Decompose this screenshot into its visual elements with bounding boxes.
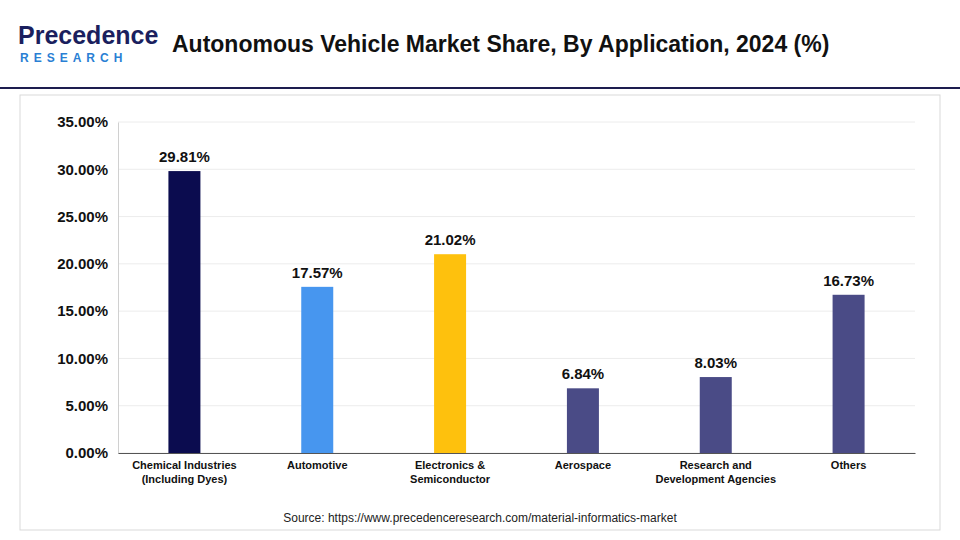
data-label: 6.84% [562,365,605,382]
y-axis: 0.00% 5.00% 10.00% 15.00% 20.00% 25.00% 30.00%… [57,113,118,461]
x-tick: Chemical Industries (Including Dyes) [132,453,237,485]
header-bg [0,0,960,88]
grid-line [118,405,915,406]
grid-line [118,358,915,359]
x-tick: Others [831,453,866,471]
chart-svg: Precedence RESEARCH Autonomous Vehicle Mar… [0,0,960,540]
bar [833,295,865,453]
x-axis-line [119,453,916,454]
grid-line [118,122,915,123]
x-tick-label-line: Electronics & [415,459,485,471]
x-tick-label-line: Aerospace [555,459,611,471]
x-tick-label: Automotive [287,459,348,471]
chart-title: Autonomous Vehicle Market Share, By Appl… [172,31,829,57]
x-tick-label: Others [831,459,866,471]
x-tick-label: Aerospace [555,459,611,471]
y-tick-label: 10.00% [57,350,108,367]
y-tick: 30.00% [57,161,118,178]
data-label: 21.02% [425,231,476,248]
x-tick-label: Electronics & Semiconductor [410,459,491,485]
grid-line [118,453,915,454]
x-tick-label-line: Chemical Industries [132,459,237,471]
source: Source: https://www.precedenceresearch.c… [283,511,677,525]
x-tick: Electronics & Semiconductor [410,453,491,485]
y-tick-label: 30.00% [57,161,108,178]
bar [567,388,599,453]
x-tick-label-line: (Including Dyes) [142,473,228,485]
data-label: 17.57% [292,264,343,281]
bar [434,254,466,453]
logo-name: Precedence [18,21,158,49]
y-tick: 0.00% [65,444,118,461]
bar [168,171,200,453]
grid-line [118,216,915,217]
y-axis-line [118,123,119,454]
x-tick-label-line: Development Agencies [655,473,776,485]
y-tick-label: 0.00% [65,444,108,461]
y-tick-label: 15.00% [57,302,108,319]
chart-frame [20,95,940,530]
x-tick-label-line: Automotive [287,459,348,471]
logo-sub: RESEARCH [20,51,127,65]
y-tick-label: 35.00% [57,113,108,130]
y-tick: 35.00% [57,113,118,130]
bars [168,171,864,453]
data-label: 29.81% [159,148,210,165]
x-axis: Chemical Industries (Including Dyes) Autom… [119,453,916,485]
x-tick-label: Chemical Industries (Including Dyes) [132,459,237,485]
x-tick: Research and Development Agencies [655,453,776,485]
y-tick: 10.00% [57,350,118,367]
bar [301,287,333,453]
y-tick: 5.00% [65,397,118,414]
grid-line [118,311,915,312]
grid [118,122,915,453]
grid-line [118,169,915,170]
data-label: 16.73% [823,272,874,289]
header-rule [0,87,960,89]
y-tick: 25.00% [57,208,118,225]
bar [700,377,732,453]
x-tick-label-line: Others [831,459,866,471]
x-tick: Automotive [287,453,348,471]
y-tick: 15.00% [57,302,118,319]
y-tick: 20.00% [57,255,118,272]
x-tick-label: Research and Development Agencies [655,459,776,485]
y-tick-label: 5.00% [65,397,108,414]
data-label: 8.03% [694,354,737,371]
chart-container: Precedence RESEARCH Autonomous Vehicle Mar… [0,0,960,540]
y-tick-label: 20.00% [57,255,108,272]
data-labels: 29.81% 17.57% 21.02% 6.84% 8.03% 16.73% [159,148,874,382]
y-tick-label: 25.00% [57,208,108,225]
x-tick-label-line: Semiconductor [410,473,491,485]
grid-line [118,263,915,264]
x-tick-label-line: Research and [680,459,752,471]
x-tick: Aerospace [555,453,611,471]
